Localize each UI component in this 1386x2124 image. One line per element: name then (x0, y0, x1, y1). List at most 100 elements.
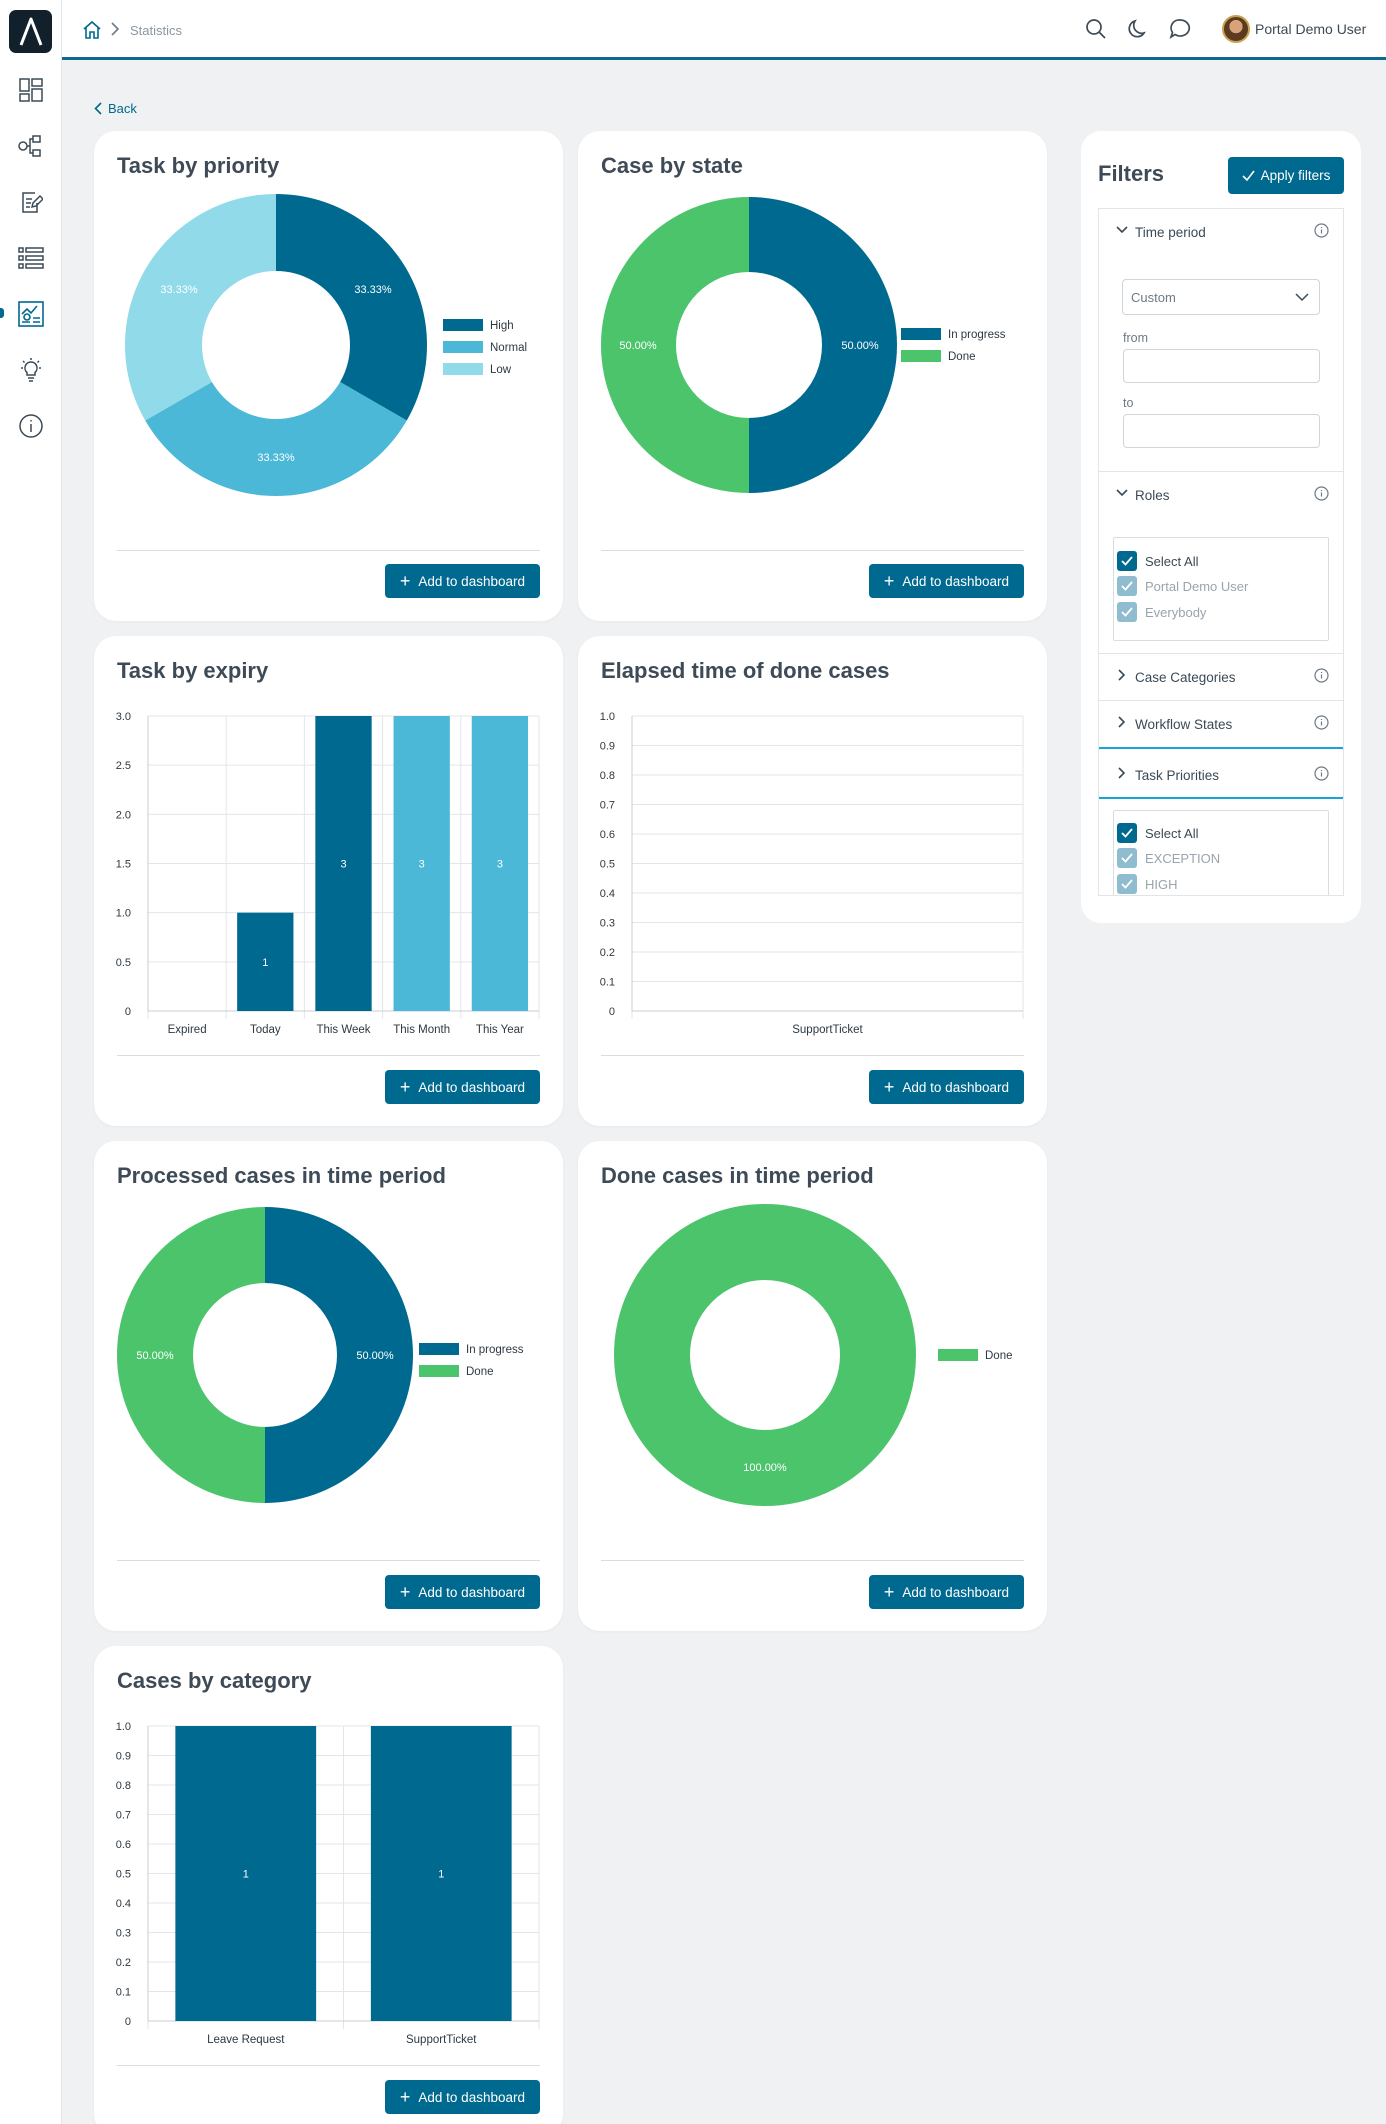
legend-label: Done (948, 351, 976, 363)
filter-workflow-states-header[interactable]: Workflow States (1099, 700, 1343, 746)
legend-swatch (419, 1343, 459, 1355)
add-to-dashboard-label: Add to dashboard (418, 1079, 525, 1095)
add-to-dashboard-button[interactable]: + Add to dashboard (384, 1070, 540, 1104)
role-label: Portal Demo User (1145, 578, 1249, 594)
info-icon[interactable] (1314, 223, 1329, 238)
cases-icon[interactable] (15, 242, 47, 274)
time-period-selected: Custom (1131, 290, 1176, 305)
checkbox-checked-icon[interactable] (1117, 551, 1137, 571)
filters-title: Filters (1098, 161, 1165, 186)
info-icon[interactable] (1314, 766, 1329, 781)
checkbox-checked-icon[interactable] (1117, 576, 1137, 596)
filter-roles-header[interactable]: Roles (1099, 471, 1343, 517)
add-to-dashboard-label: Add to dashboard (418, 2089, 525, 2105)
time-period-select[interactable]: Custom (1122, 279, 1320, 315)
idea-icon[interactable] (15, 354, 47, 386)
pie-data-label: 33.33% (160, 284, 198, 296)
chevron-right-icon (1118, 767, 1126, 779)
checkbox-checked-icon[interactable] (1117, 823, 1137, 843)
priority-item[interactable]: EXCEPTION (1117, 848, 1220, 868)
user-name[interactable]: Portal Demo User (1255, 21, 1367, 37)
home-icon[interactable] (82, 20, 102, 45)
check-icon (1242, 170, 1255, 181)
pie-slice-done (117, 1207, 265, 1503)
from-label: from (1123, 331, 1148, 345)
statistics-icon[interactable] (15, 298, 47, 330)
add-to-dashboard-label: Add to dashboard (418, 1584, 525, 1600)
app-logo[interactable] (9, 10, 52, 53)
card-divider (117, 550, 540, 551)
apply-filters-button[interactable]: Apply filters (1228, 157, 1344, 194)
add-to-dashboard-button[interactable]: + Add to dashboard (868, 564, 1024, 598)
add-to-dashboard-label: Add to dashboard (902, 573, 1009, 589)
pie-slice-high (276, 194, 427, 421)
pie-slice-done (601, 197, 749, 493)
filter-case-categories-label: Case Categories (1135, 670, 1236, 685)
pie-slice-done (614, 1204, 916, 1506)
pie-data-label: 100.00% (743, 1462, 787, 1474)
y-tick-label: 0.3 (116, 1928, 131, 1940)
search-icon[interactable] (1085, 18, 1107, 45)
chevron-right-icon (110, 22, 120, 41)
add-to-dashboard-button[interactable]: + Add to dashboard (384, 2080, 540, 2114)
bar-data-label: 1 (243, 1869, 249, 1881)
pie-data-label: 50.00% (619, 340, 657, 352)
apply-filters-label: Apply filters (1260, 168, 1331, 183)
role-item[interactable]: Portal Demo User (1117, 576, 1248, 596)
filters-panel: Filters Apply filters Time period Custom… (1081, 131, 1361, 923)
add-to-dashboard-button[interactable]: + Add to dashboard (384, 564, 540, 598)
pie-data-label: 33.33% (257, 452, 295, 464)
filter-task-priorities-header[interactable]: Task Priorities (1099, 747, 1343, 799)
add-to-dashboard-button[interactable]: + Add to dashboard (868, 1070, 1024, 1104)
bar-today (237, 912, 294, 1011)
bar-data-label: 1 (262, 957, 268, 969)
dashboard-icon[interactable] (15, 74, 47, 106)
top-bar: Statistics Portal Demo User (62, 0, 1386, 60)
card-title: Elapsed time of done cases (601, 658, 890, 683)
back-link[interactable]: Back (94, 101, 137, 116)
add-to-dashboard-button[interactable]: + Add to dashboard (384, 1575, 540, 1609)
x-tick-label: Leave Request (207, 2034, 285, 2046)
checkbox-checked-icon[interactable] (1117, 602, 1137, 622)
checkbox-checked-icon[interactable] (1117, 848, 1137, 868)
y-tick-label: 0 (125, 1006, 131, 1018)
filter-workflow-states-label: Workflow States (1135, 717, 1233, 732)
sidebar (0, 0, 62, 2124)
filter-case-categories-header[interactable]: Case Categories (1099, 653, 1343, 699)
from-date-input[interactable] (1123, 349, 1320, 383)
priority-label: Select All (1145, 825, 1199, 841)
roles-select-all[interactable]: Select All (1117, 551, 1198, 571)
filter-task-priorities-label: Task Priorities (1135, 768, 1220, 783)
avatar[interactable] (1222, 15, 1250, 43)
bar-this-year (471, 716, 529, 1011)
dark-mode-icon[interactable] (1127, 18, 1149, 45)
role-item[interactable]: Everybody (1117, 602, 1206, 622)
x-tick-label: SupportTicket (406, 2034, 477, 2046)
y-tick-label: 0.4 (600, 888, 615, 900)
add-to-dashboard-button[interactable]: + Add to dashboard (868, 1575, 1024, 1609)
info-icon[interactable] (15, 410, 47, 442)
y-tick-label: 0 (125, 2016, 131, 2028)
legend-swatch (443, 363, 483, 375)
filters-accordion: Time period Custom from to Roles Select … (1098, 208, 1344, 896)
tasks-icon[interactable] (15, 186, 47, 218)
role-label: Select All (1145, 553, 1199, 569)
process-icon[interactable] (15, 130, 47, 162)
chat-icon[interactable] (1169, 18, 1191, 45)
y-tick-label: 0.1 (116, 1987, 131, 1999)
priority-item[interactable]: HIGH (1117, 874, 1178, 894)
legend-label: In progress (948, 329, 1006, 341)
chart-card-task-by-priority: Task by priority 33.33% 33.33% 33.33% High N… (94, 131, 563, 621)
info-icon[interactable] (1314, 715, 1329, 730)
pie-slice-low (125, 194, 276, 421)
chevron-left-icon (94, 102, 102, 115)
to-date-input[interactable] (1123, 414, 1320, 448)
card-divider (117, 1055, 540, 1056)
priorities-select-all[interactable]: Select All (1117, 823, 1198, 843)
info-icon[interactable] (1314, 668, 1329, 683)
info-icon[interactable] (1314, 486, 1329, 501)
legend-label: Done (466, 1366, 494, 1378)
checkbox-checked-icon[interactable] (1117, 874, 1137, 894)
bar-data-label: 3 (340, 859, 346, 871)
filter-time-period-header[interactable]: Time period (1099, 209, 1343, 255)
